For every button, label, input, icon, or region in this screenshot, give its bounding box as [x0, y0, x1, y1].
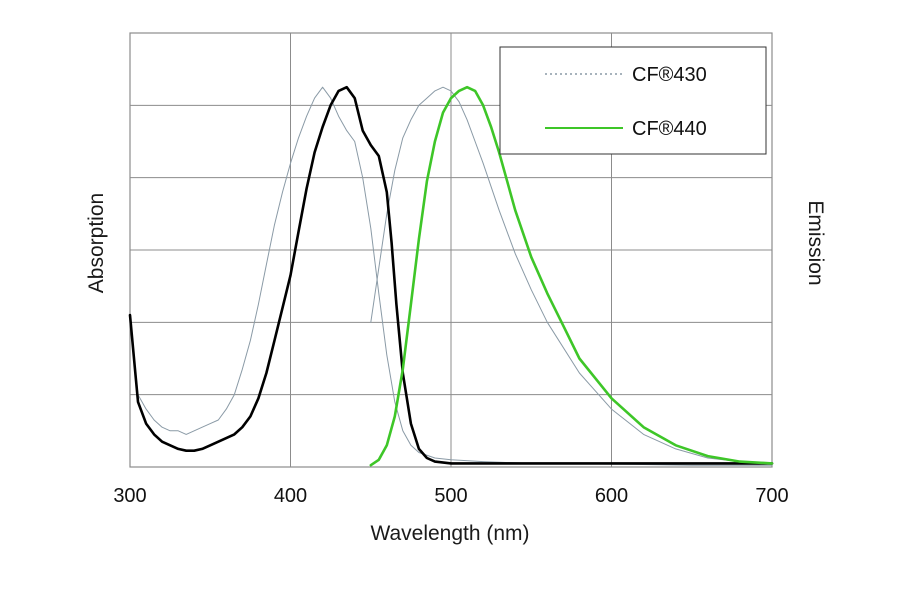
legend-label-cf430: CF®430: [632, 64, 707, 86]
legend-label-cf440: CF®440: [632, 118, 707, 140]
series-line-cf430-emission: [370, 86, 773, 464]
series-line-cf440-absorption: [128, 85, 774, 465]
plot-grid: [129, 32, 773, 468]
x-axis-title: Wavelength (nm): [370, 522, 529, 545]
series-line-cf430-absorption: [129, 86, 773, 466]
x-tick-label: 600: [595, 485, 628, 507]
series-line-cf440-emission: [369, 85, 774, 467]
x-tick-label: 300: [113, 485, 146, 507]
legend: CF®430 CF®440: [499, 46, 767, 155]
right-axis-title: Emission: [804, 200, 827, 285]
x-tick-labels: 300 400 500 600 700: [113, 485, 788, 507]
x-tick-label: 700: [755, 485, 788, 507]
x-tick-label: 400: [274, 485, 307, 507]
spectra-curves: [128, 85, 774, 467]
legend-box: [499, 46, 767, 155]
left-axis-title: Absorption: [85, 193, 108, 293]
x-tick-label: 500: [434, 485, 467, 507]
